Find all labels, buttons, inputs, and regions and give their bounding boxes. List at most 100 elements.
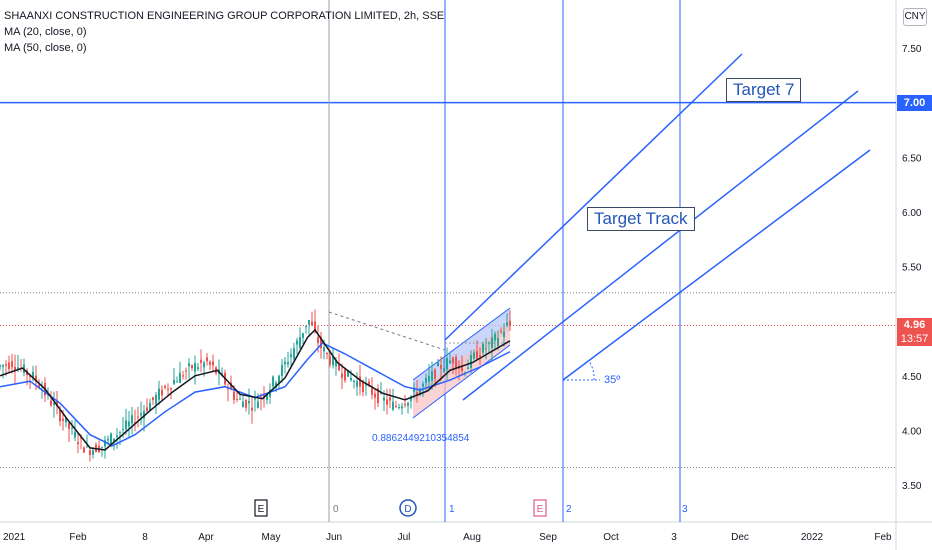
candle-body — [341, 373, 343, 378]
candle-body — [128, 421, 130, 427]
candle-body — [359, 376, 361, 387]
candle-body — [8, 362, 10, 370]
candle-body — [17, 367, 19, 370]
candle-body — [248, 401, 250, 404]
candle-body — [86, 445, 88, 447]
event-marker-letter: E — [258, 504, 265, 515]
dividend-marker-circle — [399, 499, 417, 517]
candle-body — [506, 322, 508, 326]
candle-body — [323, 347, 325, 352]
x-tick-label: Dec — [731, 532, 749, 543]
target7-label[interactable]: Target 7 — [726, 78, 802, 102]
candle-body — [305, 326, 307, 328]
candle-body — [422, 383, 424, 387]
candle-body — [386, 399, 388, 405]
candle-body — [488, 342, 490, 344]
candle-body — [11, 361, 13, 368]
candle-body — [176, 381, 178, 383]
fib-projection-line — [328, 311, 446, 351]
candle-body — [203, 362, 205, 368]
y-tick-label: 4.50 — [902, 372, 922, 383]
candle-body — [410, 396, 412, 401]
event-marker: D — [399, 499, 417, 517]
y-tick-label: 3.50 — [902, 481, 922, 492]
event-marker-letter: E — [537, 504, 544, 515]
candle-body — [50, 400, 52, 406]
candle-body — [437, 362, 439, 366]
candle-body — [482, 344, 484, 353]
candle-body — [230, 382, 232, 390]
candle-body — [62, 418, 64, 421]
candle-body — [338, 364, 340, 371]
candle-body — [113, 438, 115, 443]
candle-body — [233, 391, 235, 400]
candle-body — [110, 433, 112, 447]
currency-badge[interactable]: CNY — [903, 8, 927, 26]
candle-body — [14, 366, 16, 371]
candle-body — [185, 370, 187, 372]
candle-body — [35, 375, 37, 382]
candle-body — [164, 385, 166, 388]
y-tick-label: 5.50 — [902, 263, 922, 274]
candle-body — [275, 382, 277, 388]
candle-body — [269, 389, 271, 397]
candle-body — [440, 365, 442, 370]
candle-body — [287, 361, 289, 365]
event-marker: E — [533, 499, 547, 517]
candle-body — [188, 363, 190, 367]
candle-body — [332, 356, 334, 366]
candle-body — [308, 320, 310, 325]
candle-body — [371, 387, 373, 395]
fib-ratio-label: 0.8862449210354854 — [372, 433, 470, 444]
candle-body — [182, 375, 184, 377]
candle-body — [479, 354, 481, 357]
candle-body — [509, 320, 511, 326]
candle-body — [104, 440, 106, 447]
candle-body — [431, 370, 433, 381]
candle-body — [125, 420, 127, 430]
candle-body — [59, 409, 61, 422]
candle-body — [158, 388, 160, 400]
earnings-marker-box — [533, 499, 547, 517]
candle-body — [497, 338, 499, 346]
angle-arc — [588, 360, 595, 381]
candle-body — [278, 375, 280, 384]
x-tick-label: Jun — [326, 532, 342, 543]
candle-body — [350, 377, 352, 381]
candle-body — [122, 428, 124, 430]
candle-body — [398, 406, 400, 408]
candle-body — [401, 406, 403, 409]
candle-body — [392, 401, 394, 410]
chart-title: SHAANXI CONSTRUCTION ENGINEERING GROUP C… — [4, 10, 445, 22]
target-track-lower-line — [462, 90, 859, 401]
candle-body — [236, 398, 238, 400]
candle-body — [314, 321, 316, 331]
x-tick-label: Oct — [603, 532, 619, 543]
candle-body — [194, 363, 196, 372]
candle-body — [374, 393, 376, 398]
candle-body — [467, 367, 469, 370]
x-tick-label: 2021 — [3, 532, 26, 543]
candle-body — [353, 380, 355, 383]
x-tick-label: Feb — [874, 532, 892, 543]
candle-body — [455, 356, 457, 368]
angle-label: 35º — [604, 374, 620, 386]
candle-body — [32, 371, 34, 379]
candle-body — [146, 407, 148, 411]
y-tick-label: 6.50 — [902, 153, 922, 164]
x-tick-label: Feb — [69, 532, 87, 543]
candle-body — [335, 360, 337, 367]
candle-body — [38, 384, 40, 389]
candle-body — [383, 397, 385, 401]
candle-body — [284, 361, 286, 365]
candle-body — [206, 357, 208, 362]
candle-body — [428, 375, 430, 382]
candle-body — [101, 446, 103, 448]
candle-body — [2, 365, 4, 367]
target-track-label[interactable]: Target Track — [587, 207, 695, 231]
candle-body — [266, 394, 268, 401]
x-tick-label: Jul — [398, 532, 411, 543]
candle-body — [140, 413, 142, 416]
